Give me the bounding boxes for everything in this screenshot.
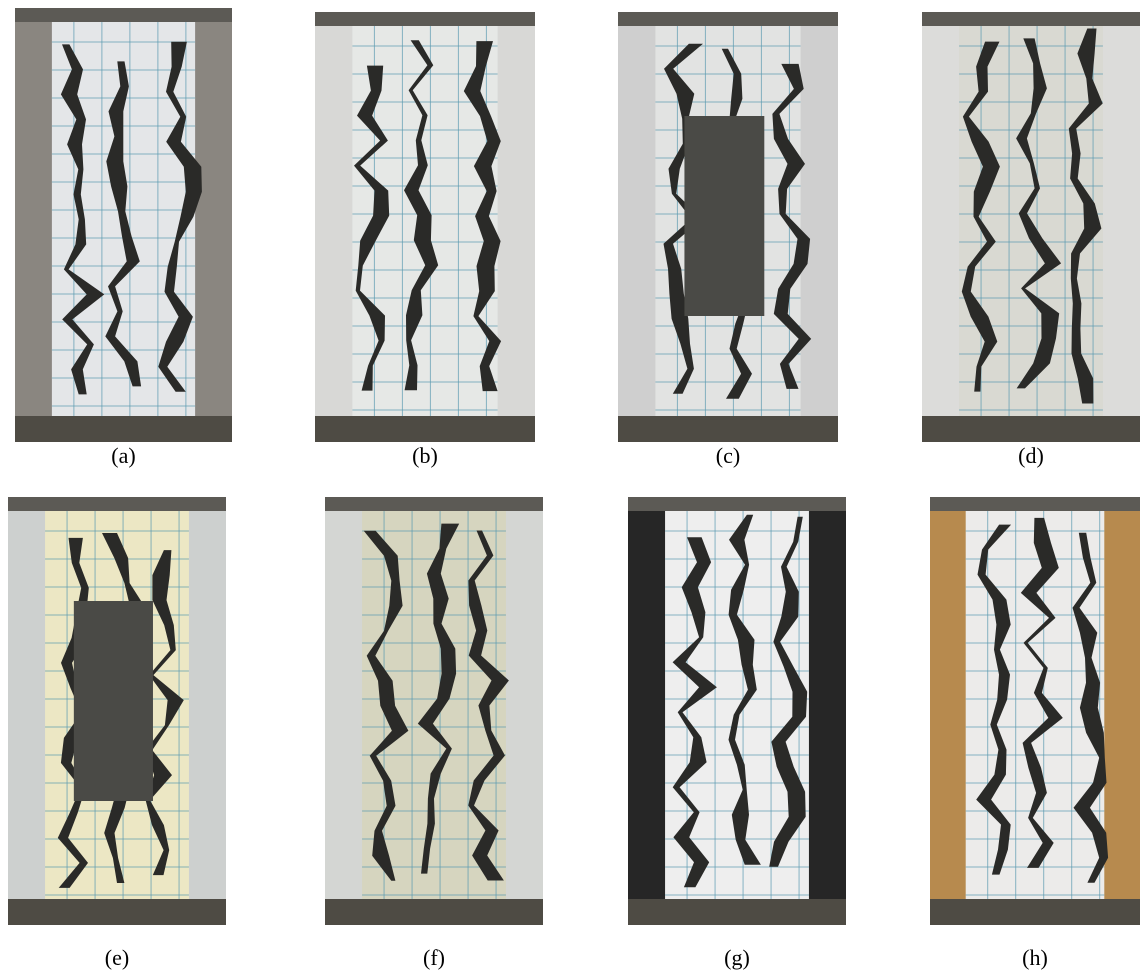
top-plate (922, 12, 1140, 26)
panel-label: (e) (105, 945, 129, 970)
base-plate (618, 416, 838, 442)
panel-label: (h) (1022, 945, 1048, 970)
top-plate (8, 497, 226, 511)
photo (922, 12, 1140, 442)
base-plate (930, 899, 1140, 925)
photo (628, 497, 846, 925)
photo (618, 12, 838, 442)
spalled-core (684, 116, 764, 316)
figure: (a) (b) (c) (d) (e) (f) (g) (h) (0, 0, 1140, 976)
top-plate (930, 497, 1140, 511)
base-plate (315, 416, 535, 442)
panel-label: (b) (412, 443, 438, 468)
base-plate (15, 416, 232, 442)
panel-label: (g) (724, 945, 750, 970)
top-plate (15, 8, 232, 22)
panel-label: (d) (1018, 443, 1044, 468)
base-plate (325, 899, 543, 925)
top-plate (325, 497, 543, 511)
base-plate (628, 899, 846, 925)
panel-label: (f) (423, 945, 445, 970)
photo (15, 8, 232, 442)
panel-label: (a) (111, 443, 135, 468)
photo (8, 497, 226, 925)
base-plate (922, 416, 1140, 442)
top-plate (628, 497, 846, 511)
top-plate (315, 12, 535, 26)
photo (325, 497, 543, 925)
photo (930, 497, 1140, 925)
photo (315, 12, 535, 442)
panel-label: (c) (716, 443, 740, 468)
base-plate (8, 899, 226, 925)
top-plate (618, 12, 838, 26)
spalled-core (74, 601, 153, 801)
